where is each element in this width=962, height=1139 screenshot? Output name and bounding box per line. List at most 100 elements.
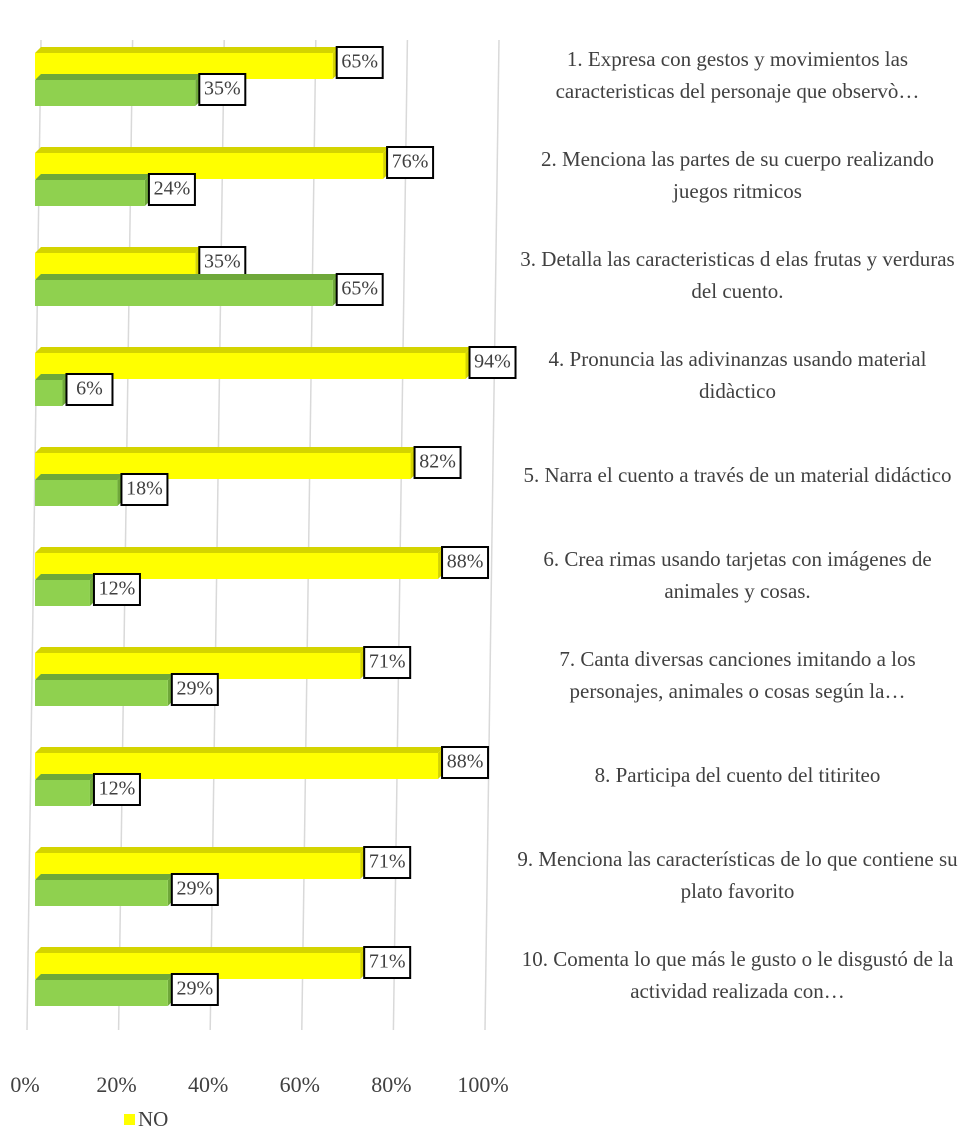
bar [35,174,151,206]
bar-face [35,374,69,380]
value-label: 29% [176,678,213,700]
value-label: 88% [447,551,484,573]
legend-swatch [124,1114,135,1125]
bar [35,774,96,806]
value-label-box [335,46,384,79]
value-label: 71% [369,651,406,673]
x-tick-label: 0% [10,1072,39,1097]
bar [35,474,124,506]
bar-face [35,480,118,506]
bar-face [35,174,151,180]
bar-face [35,880,168,906]
bar [35,574,96,606]
category-label: 8. Participa del cuento del titiriteo [594,763,881,787]
bar-face [35,147,390,153]
value-label-box [468,346,517,379]
x-tick-label: 80% [371,1072,411,1097]
value-label: 71% [369,951,406,973]
bar-face [35,774,96,780]
value-label: 82% [419,451,456,473]
value-label-box [198,73,247,106]
grid-line [301,39,317,1031]
value-label: 76% [392,151,429,173]
bar-face [35,747,445,753]
x-tick-label: 60% [280,1072,320,1097]
bar [35,747,445,779]
value-label: 88% [447,751,484,773]
bar [35,374,69,406]
category-label: 7. Canta diversas canciones imitando a l… [559,647,916,703]
value-label: 29% [176,878,213,900]
bar-face [35,947,367,953]
grid-line [484,39,500,1031]
bar-face [35,347,472,353]
bar-face [35,180,145,206]
value-label-box [335,273,384,306]
x-tick-label: 100% [457,1072,508,1097]
value-label: 12% [99,578,136,600]
category-label: 3. Detalla las caracteristicas d elas fr… [520,247,955,303]
grid-line [392,39,409,1031]
value-label-box [170,873,219,906]
value-label: 6% [76,378,103,400]
category-label: 2. Menciona las partes de su cuerpo real… [540,147,934,203]
category-label: 5. Narra el cuento a través de un materi… [523,463,952,487]
value-label: 24% [154,178,191,200]
x-tick-label: 20% [96,1072,136,1097]
bar-face [35,980,168,1006]
bar-face [35,547,445,553]
bar-face [35,647,367,653]
value-label-box [170,973,219,1006]
value-label: 65% [341,278,378,300]
bar-face [35,274,339,280]
bar-face [35,74,202,80]
bar-face [35,580,90,606]
category-label: 4. Pronuncia las adivinanzas usando mate… [548,347,927,403]
value-label-box [441,746,490,779]
value-label: 18% [126,478,163,500]
value-label: 35% [204,78,241,100]
value-label: 12% [99,778,136,800]
value-label-box [363,846,412,879]
bar-face [35,974,174,980]
bar [35,874,174,906]
bar-face [35,47,339,53]
bar-face [35,447,417,453]
value-label-box [147,173,196,206]
bar-face [35,380,63,406]
bar-face [35,874,174,880]
value-label: 35% [204,251,241,273]
bar-face [35,847,367,853]
category-label: 9. Menciona las características de lo qu… [517,847,958,903]
legend-label: NO [138,1107,168,1131]
bar-face [35,474,124,480]
value-label: 29% [176,978,213,1000]
bar-face [35,780,90,806]
bar [35,674,174,706]
value-label-box [92,573,141,606]
bar-face [35,247,202,253]
x-tick-label: 40% [188,1072,228,1097]
category-label: 6. Crea rimas usando tarjetas con imágen… [543,547,932,603]
bar-face [35,680,168,706]
value-label-box [441,546,490,579]
value-label-box [363,646,412,679]
value-label-box [386,146,435,179]
value-label-box [170,673,219,706]
bar-face [35,80,196,106]
bar [35,74,202,106]
value-label-box [363,946,412,979]
bar-face [35,280,333,306]
bar-face [35,674,174,680]
category-label: 1. Expresa con gestos y movimientos las … [555,47,920,103]
bar-face [35,574,96,580]
value-label-box [413,446,462,479]
bar [35,274,339,306]
value-label-box [92,773,141,806]
value-label: 94% [474,351,511,373]
category-label: 10. Comenta lo que más le gusto o le dis… [521,947,954,1003]
value-label: 65% [341,51,378,73]
bar [35,974,174,1006]
